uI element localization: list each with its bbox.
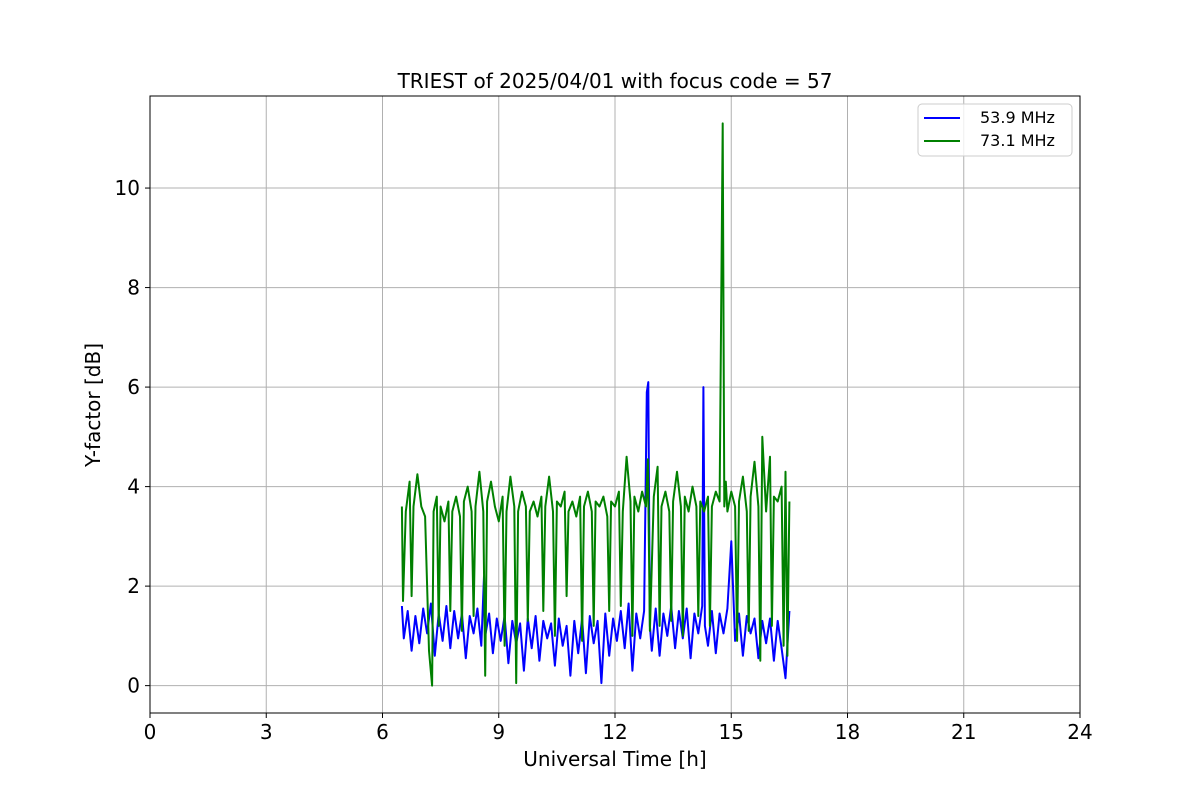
legend-label-73-1: 73.1 MHz bbox=[980, 131, 1055, 150]
legend: 53.9 MHz 73.1 MHz bbox=[917, 103, 1073, 157]
y-tick-label: 6 bbox=[127, 375, 140, 399]
x-tick-label: 21 bbox=[951, 720, 976, 744]
x-tick-label: 24 bbox=[1067, 720, 1092, 744]
chart-title: TRIEST of 2025/04/01 with focus code = 5… bbox=[397, 69, 833, 93]
y-tick-label: 2 bbox=[127, 574, 140, 598]
legend-label-53-9: 53.9 MHz bbox=[980, 108, 1055, 127]
x-axis-label: Universal Time [h] bbox=[523, 747, 706, 771]
y-tick-label: 8 bbox=[127, 276, 140, 300]
x-tick-label: 0 bbox=[144, 720, 157, 744]
y-tick-label: 0 bbox=[127, 674, 140, 698]
y-tick-label: 4 bbox=[127, 475, 140, 499]
series-layer bbox=[400, 122, 791, 687]
y-tick-label: 10 bbox=[115, 176, 140, 200]
x-tick-label: 6 bbox=[376, 720, 389, 744]
series-line-73-1-mhz bbox=[400, 122, 791, 687]
y-axis-label: Y-factor [dB] bbox=[81, 343, 105, 468]
x-tick-label: 15 bbox=[719, 720, 744, 744]
x-tick-label: 9 bbox=[492, 720, 505, 744]
x-tick-label: 18 bbox=[835, 720, 860, 744]
x-tick-label: 12 bbox=[602, 720, 627, 744]
x-tick-label: 3 bbox=[260, 720, 273, 744]
series-line-53-9-mhz bbox=[400, 381, 791, 685]
